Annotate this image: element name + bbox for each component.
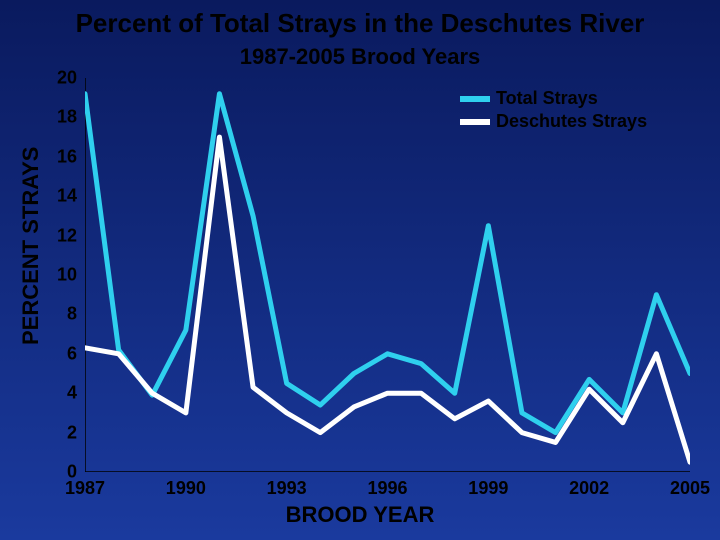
legend-swatch [460, 119, 490, 125]
x-axis-label: BROOD YEAR [0, 502, 720, 528]
series-line [85, 137, 690, 462]
y-tick-label: 6 [67, 343, 85, 364]
legend-item: Deschutes Strays [460, 111, 647, 132]
y-tick-label: 16 [57, 146, 85, 167]
legend-label: Total Strays [496, 88, 598, 109]
x-tick-label: 1993 [267, 472, 307, 499]
legend-swatch [460, 96, 490, 102]
x-tick-label: 2005 [670, 472, 710, 499]
y-tick-label: 10 [57, 265, 85, 286]
chart-title: Percent of Total Strays in the Deschutes… [0, 8, 720, 39]
x-tick-label: 1999 [468, 472, 508, 499]
plot-area: 0246810121416182019871990199319961999200… [85, 78, 690, 472]
x-tick-label: 1987 [65, 472, 105, 499]
series-line [85, 94, 690, 433]
y-tick-label: 8 [67, 304, 85, 325]
y-tick-label: 14 [57, 186, 85, 207]
y-tick-label: 12 [57, 225, 85, 246]
y-tick-label: 2 [67, 422, 85, 443]
x-tick-label: 1990 [166, 472, 206, 499]
y-tick-label: 18 [57, 107, 85, 128]
chart-svg [85, 78, 690, 472]
y-tick-label: 4 [67, 383, 85, 404]
legend: Total StraysDeschutes Strays [460, 88, 647, 134]
y-axis-label: PERCENT STRAYS [18, 147, 44, 345]
y-tick-label: 20 [57, 68, 85, 89]
legend-label: Deschutes Strays [496, 111, 647, 132]
x-tick-label: 2002 [569, 472, 609, 499]
legend-item: Total Strays [460, 88, 647, 109]
x-tick-label: 1996 [367, 472, 407, 499]
slide: Percent of Total Strays in the Deschutes… [0, 0, 720, 540]
chart-subtitle: 1987-2005 Brood Years [0, 44, 720, 70]
